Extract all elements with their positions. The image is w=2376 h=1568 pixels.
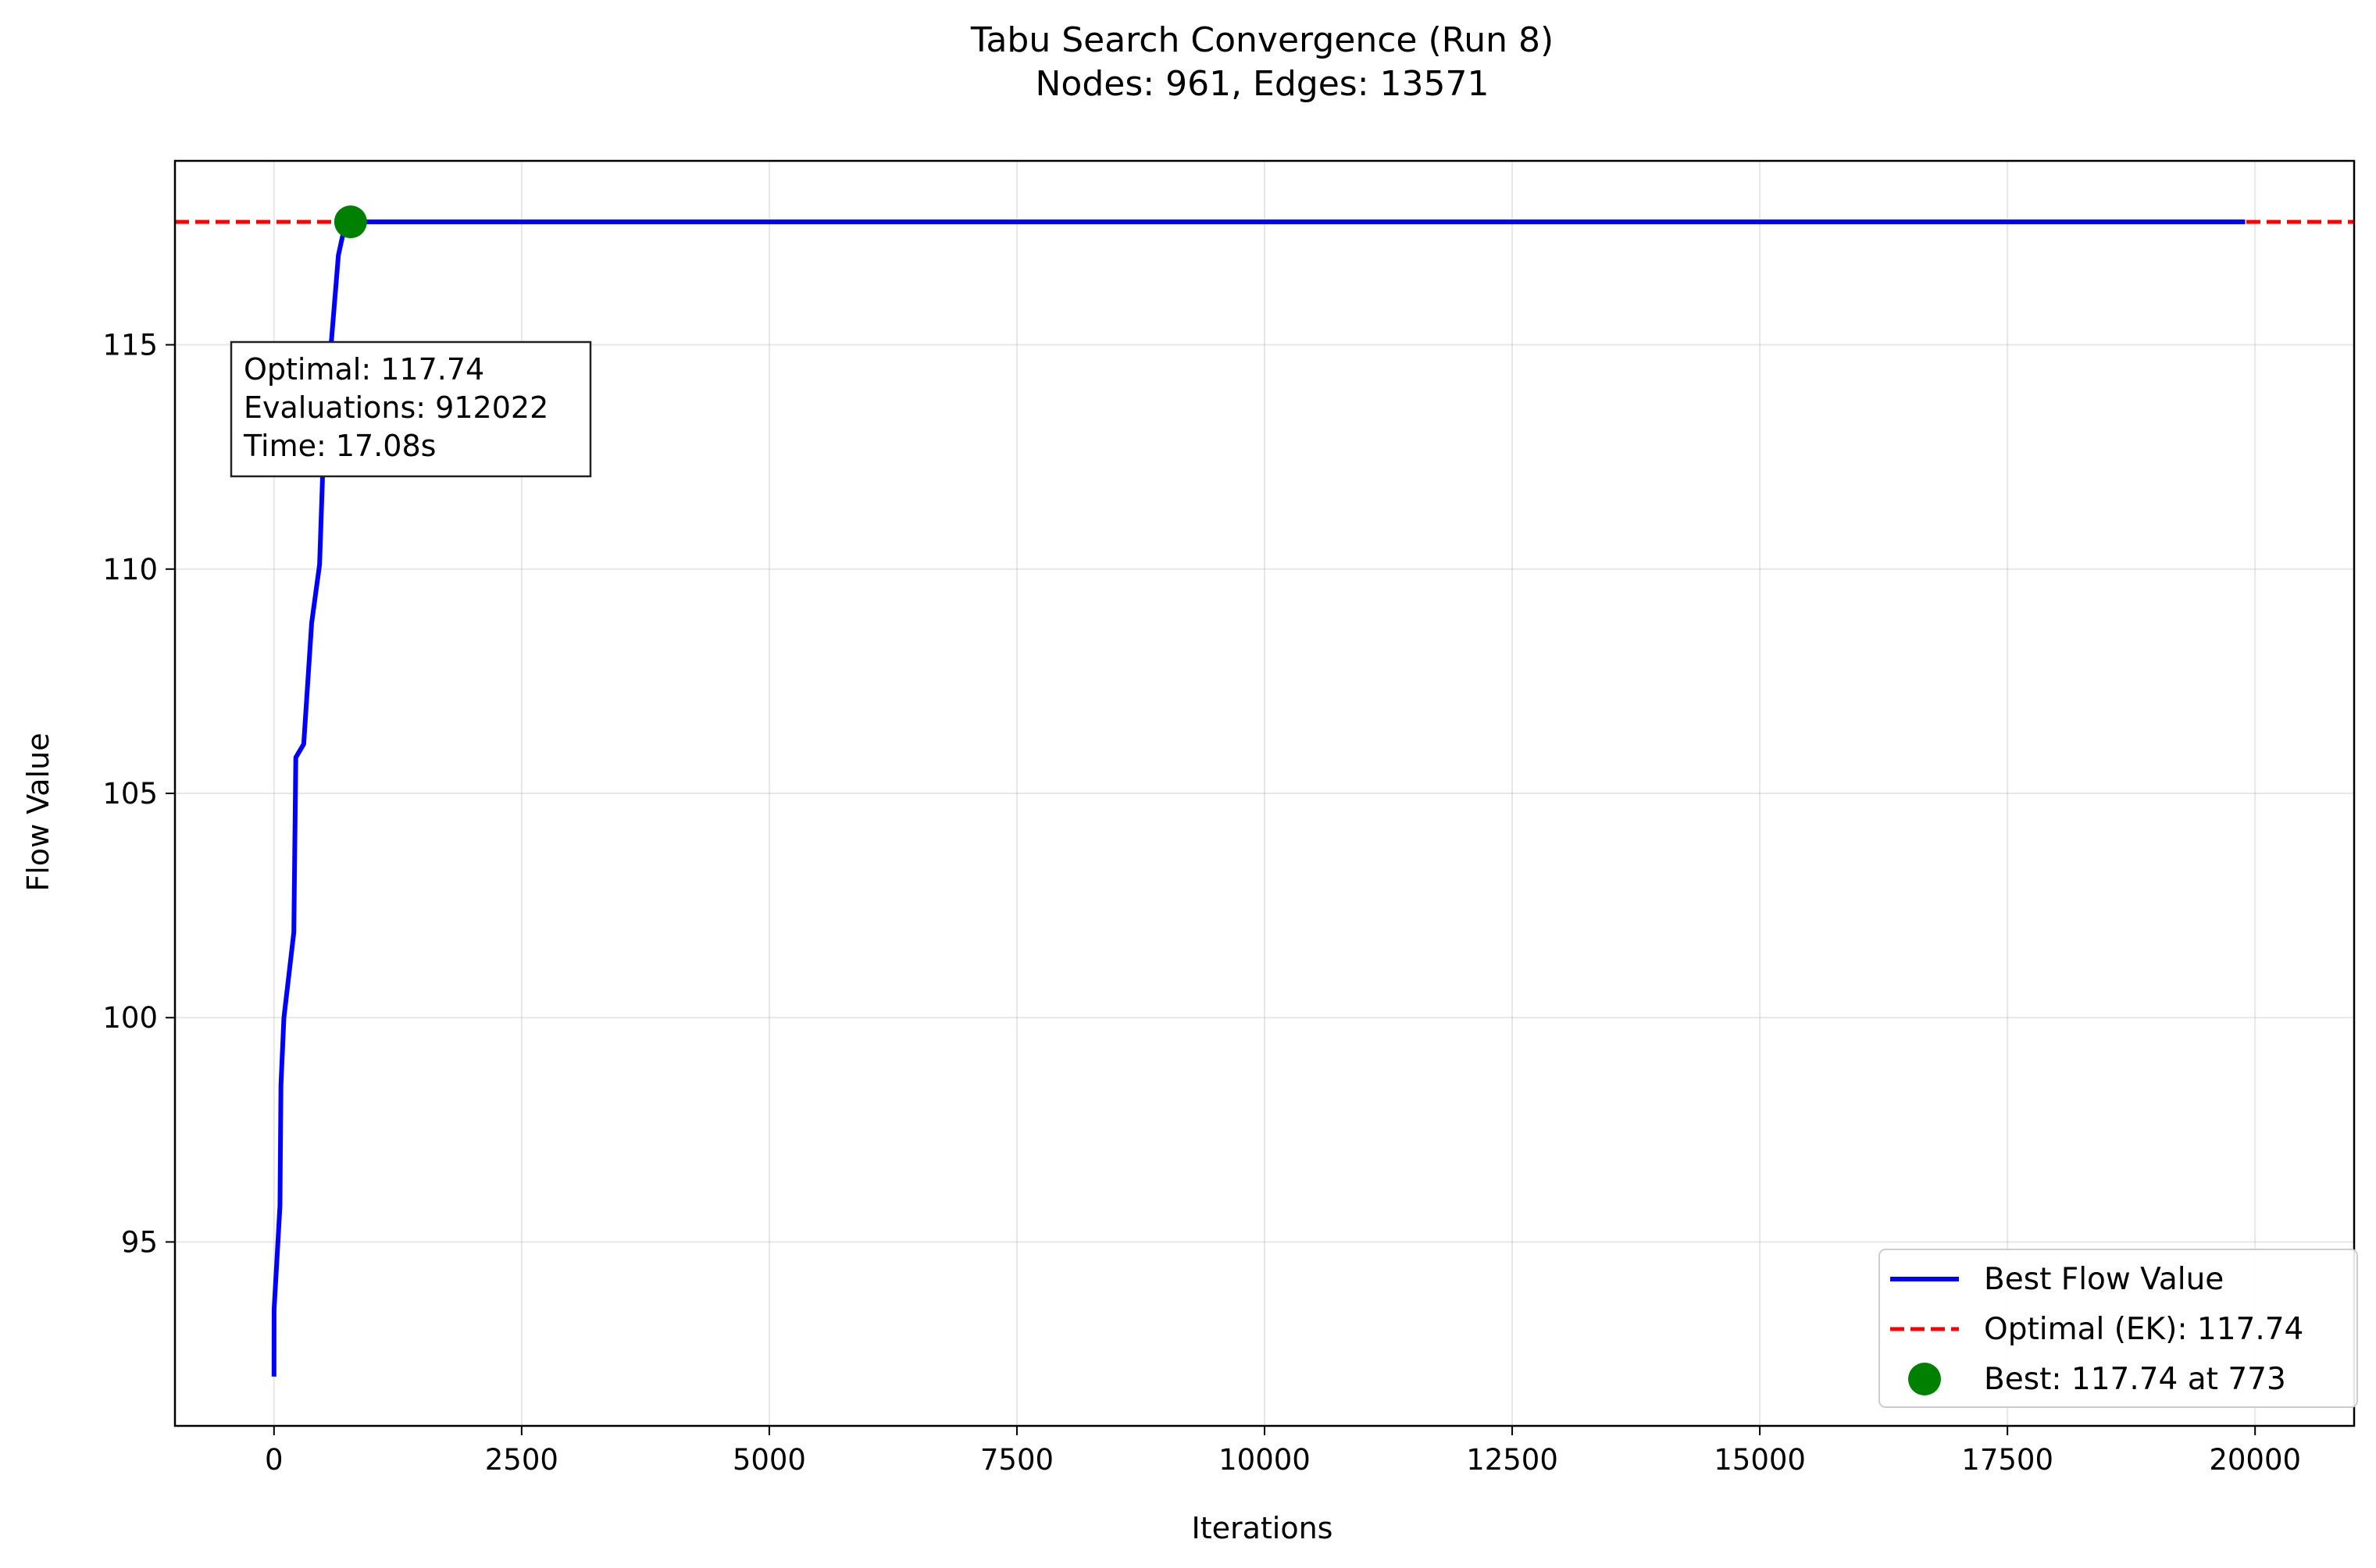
annotation-optimal: Optimal: 117.74: [244, 352, 484, 387]
legend-box: [1878, 1249, 2358, 1408]
axis-ticks: 0 2500 5000 7500 10000 12500 15000 17500 20000 95…: [102, 329, 2301, 1477]
legend-label-optimal: Optimal (EK): 117.74: [1984, 1312, 2303, 1347]
x-tick-label: 12500: [1466, 1443, 1558, 1477]
y-tick-label: 95: [121, 1225, 158, 1259]
x-tick-label: 17500: [1961, 1443, 2053, 1477]
best-point-marker: [334, 205, 367, 239]
x-tick-label: 10000: [1218, 1443, 1311, 1477]
annotation-time: Time: 17.08s: [243, 429, 436, 463]
y-axis-label: Flow Value: [21, 732, 55, 891]
x-axis-label: Iterations: [1192, 1511, 1333, 1545]
chart-subtitle: Nodes: 961, Edges: 13571: [1036, 64, 1489, 104]
stats-annotation: Optimal: 117.74 Evaluations: 912022 Time…: [230, 340, 592, 478]
chart-title: Tabu Search Convergence (Run 8): [970, 20, 1554, 60]
x-tick-label: 5000: [733, 1443, 806, 1477]
data-series: [271, 205, 2246, 1377]
x-tick-label: 7500: [980, 1443, 1054, 1477]
x-tick-label: 20000: [2209, 1443, 2301, 1477]
y-tick-label: 105: [102, 777, 158, 811]
legend: Best Flow Value Optimal (EK): 117.74 Bes…: [1878, 1249, 2358, 1408]
series-best-flow-line: [271, 219, 2246, 1377]
x-tick-label: 15000: [1714, 1443, 1806, 1477]
annotation-evaluations: Evaluations: 912022: [244, 390, 548, 425]
legend-swatch-best-point: [1908, 1363, 1941, 1395]
grid-lines: [175, 161, 2354, 1426]
y-tick-label: 115: [102, 329, 158, 362]
x-tick-label: 0: [265, 1443, 284, 1477]
y-tick-label: 110: [102, 553, 158, 586]
legend-label-best-flow: Best Flow Value: [1984, 1262, 2224, 1297]
x-tick-label: 2500: [485, 1443, 558, 1477]
legend-label-best-point: Best: 117.74 at 773: [1984, 1362, 2286, 1397]
y-tick-label: 100: [102, 1001, 158, 1035]
stats-annotation-box: [230, 340, 592, 478]
